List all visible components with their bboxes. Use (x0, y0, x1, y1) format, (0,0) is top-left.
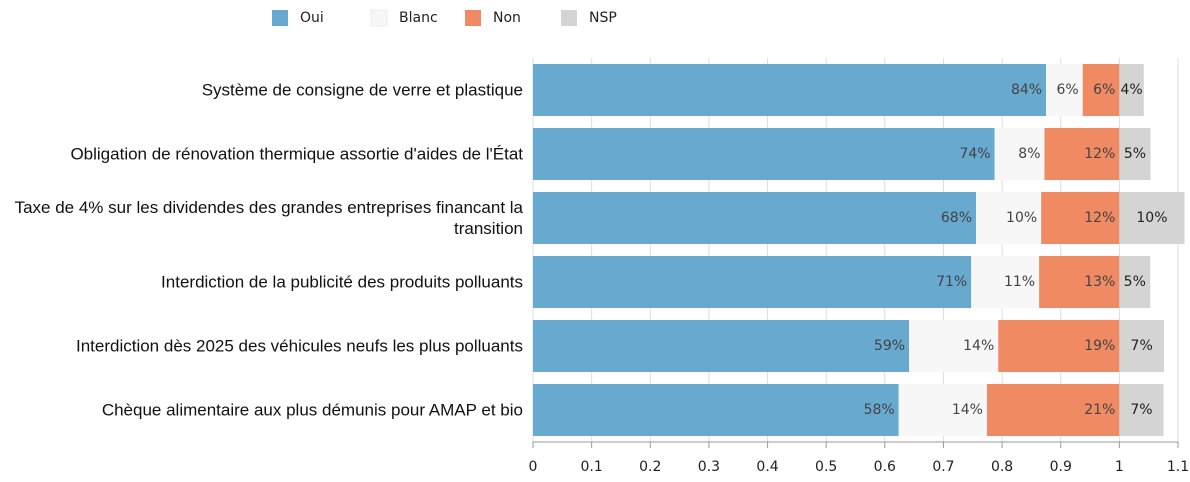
x-tick-label: 0.2 (639, 459, 661, 475)
value-label: 6% (1093, 82, 1115, 98)
x-tick-label: 0.3 (698, 459, 720, 475)
legend-label: NSP (589, 10, 617, 26)
bar-segment (1119, 128, 1151, 180)
bar-segment (1082, 64, 1120, 116)
x-tick-label: 0 (529, 459, 538, 475)
bar-segment (1044, 128, 1120, 180)
bar-segment (1119, 256, 1151, 308)
value-label: 84% (1011, 82, 1042, 98)
value-label: 74% (959, 146, 990, 162)
bar-segment (909, 320, 999, 372)
bar-segment (533, 64, 1047, 116)
legend-label: Oui (300, 10, 324, 26)
bar-segment (1119, 384, 1164, 436)
bar-segment (1046, 64, 1083, 116)
value-label: 10% (1136, 210, 1167, 226)
legend-label: Non (493, 10, 521, 26)
bar-segment (998, 320, 1120, 372)
bar-segment (1039, 256, 1120, 308)
y-tick-label: Chèque alimentaire aux plus démunis pour… (101, 400, 523, 420)
y-tick-label: Interdiction de la publicité des produit… (161, 272, 523, 292)
y-tick-label: Taxe de 4% sur les dividendes des grande… (14, 198, 523, 238)
value-label: 8% (1018, 146, 1040, 162)
x-tick-label: 0.1 (581, 459, 603, 475)
value-label: 12% (1084, 146, 1115, 162)
bar-segment (533, 256, 972, 308)
legend-swatch (465, 10, 481, 26)
legend-label: Blanc (399, 10, 438, 26)
value-label: 5% (1124, 146, 1146, 162)
x-tick-label: 0.9 (1050, 459, 1072, 475)
bar-segment (1119, 320, 1164, 372)
bar-segment (533, 320, 910, 372)
bar-segment (1119, 64, 1144, 116)
value-label: 19% (1084, 338, 1115, 354)
x-tick-label: 0.4 (756, 459, 778, 475)
value-label: 7% (1130, 402, 1152, 418)
x-tick-label: 0.6 (874, 459, 896, 475)
y-tick-label: Système de consigne de verre et plastiqu… (201, 80, 523, 100)
bar-segment (533, 192, 977, 244)
x-tick-label: 0.7 (932, 459, 954, 475)
bar-segment (533, 128, 995, 180)
bar-segment (1119, 192, 1185, 244)
x-tick-label: 0.8 (991, 459, 1013, 475)
value-label: 7% (1131, 338, 1153, 354)
value-label: 5% (1124, 274, 1146, 290)
legend-swatch (561, 10, 577, 26)
bar-segment (976, 192, 1042, 244)
value-label: 12% (1084, 210, 1115, 226)
value-label: 14% (963, 338, 994, 354)
value-label: 71% (936, 274, 967, 290)
x-tick-label: 1.1 (1167, 459, 1189, 475)
value-label: 6% (1056, 82, 1078, 98)
value-label: 68% (941, 210, 972, 226)
value-label: 59% (874, 338, 905, 354)
bar-segment (1041, 192, 1120, 244)
legend-swatch (272, 10, 288, 26)
bar-segment (986, 384, 1120, 436)
value-label: 13% (1084, 274, 1115, 290)
value-label: 14% (952, 402, 983, 418)
y-tick-label: Interdiction dès 2025 des véhicules neuf… (75, 336, 523, 356)
y-tick-label: Obligation de rénovation thermique assor… (70, 144, 523, 164)
legend-swatch (370, 9, 388, 27)
bar-segment (533, 384, 899, 436)
value-label: 11% (1004, 274, 1035, 290)
value-label: 21% (1084, 402, 1115, 418)
value-label: 4% (1120, 82, 1142, 98)
bar-segment (898, 384, 987, 436)
bar-segment (971, 256, 1040, 308)
x-tick-label: 1 (1115, 459, 1124, 475)
bar-segment (994, 128, 1045, 180)
value-label: 10% (1006, 210, 1037, 226)
x-tick-label: 0.5 (815, 459, 837, 475)
value-label: 58% (864, 402, 895, 418)
